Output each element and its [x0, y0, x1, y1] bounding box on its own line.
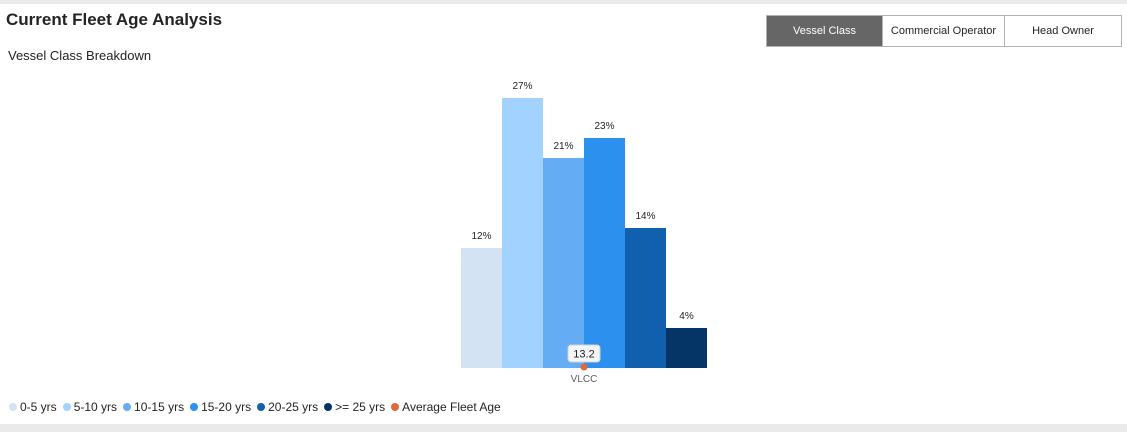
data-label-5-10-yrs: 27%: [512, 81, 532, 92]
data-label-25-yrs: 4%: [679, 311, 694, 322]
legend-label: 15-20 yrs: [201, 400, 252, 414]
average-age-label-box: [567, 344, 601, 363]
x-tick-label: VLCC: [571, 374, 598, 385]
legend-item-20-25-yrs[interactable]: 20-25 yrs: [257, 400, 318, 414]
legend-label: 0-5 yrs: [20, 400, 57, 414]
legend-label: >= 25 yrs: [335, 400, 386, 414]
chart-legend: 0-5 yrs 5-10 yrs 10-15 yrs 15-20 yrs 20-25 y…: [9, 400, 507, 414]
bar-20-25-yrs[interactable]: [625, 228, 666, 368]
average-age-label: 13.2: [573, 349, 594, 361]
breakdown-toggle-group: Vessel Class Commercial Operator Head Ow…: [766, 15, 1122, 47]
legend-marker-icon: [190, 403, 199, 411]
average-age-marker[interactable]: [580, 363, 588, 371]
data-label-10-15-yrs: 21%: [553, 141, 573, 152]
legend-item-average-fleet-age[interactable]: Average Fleet Age: [391, 400, 501, 414]
toggle-vessel-class-button[interactable]: Vessel Class: [767, 16, 883, 46]
legend-marker-icon: [123, 403, 132, 411]
chart-subtitle: Vessel Class Breakdown: [8, 48, 152, 63]
bar-0-5-yrs[interactable]: [461, 248, 502, 368]
legend-label: 5-10 yrs: [73, 400, 118, 414]
legend-marker-icon: [391, 403, 400, 411]
legend-marker-icon: [62, 403, 71, 411]
legend-label: Average Fleet Age: [402, 400, 501, 414]
legend-item-0-5-yrs[interactable]: 0-5 yrs: [9, 400, 57, 414]
data-label-15-20-yrs: 23%: [594, 121, 614, 132]
legend-item-25-yrs[interactable]: >= 25 yrs: [324, 400, 385, 414]
legend-marker-icon: [324, 403, 333, 411]
chart-card: Current Fleet Age Analysis Vessel Class …: [0, 4, 1127, 424]
legend-label: 20-25 yrs: [268, 400, 319, 414]
legend-item-15-20-yrs[interactable]: 15-20 yrs: [190, 400, 251, 414]
bar-25-yrs[interactable]: [666, 328, 707, 368]
legend-marker-icon: [9, 403, 17, 411]
legend-item-5-10-yrs[interactable]: 5-10 yrs: [62, 400, 118, 414]
page-title: Current Fleet Age Analysis: [6, 10, 223, 29]
data-label-0-5-yrs: 12%: [471, 231, 491, 242]
bar-15-20-yrs[interactable]: [584, 138, 625, 368]
age-bar-chart: 12% 27% 21% 23% 14% 4% VLCC 13.2: [461, 81, 707, 385]
data-label-20-25-yrs: 14%: [635, 211, 655, 222]
bar-5-10-yrs[interactable]: [502, 98, 543, 368]
legend-item-10-15-yrs[interactable]: 10-15 yrs: [123, 400, 184, 414]
toggle-commercial-operator-button[interactable]: Commercial Operator: [883, 16, 1005, 46]
bar-10-15-yrs[interactable]: [543, 158, 584, 368]
legend-marker-icon: [257, 403, 266, 411]
toggle-head-owner-button[interactable]: Head Owner: [1005, 16, 1121, 46]
legend-label: 10-15 yrs: [134, 400, 185, 414]
